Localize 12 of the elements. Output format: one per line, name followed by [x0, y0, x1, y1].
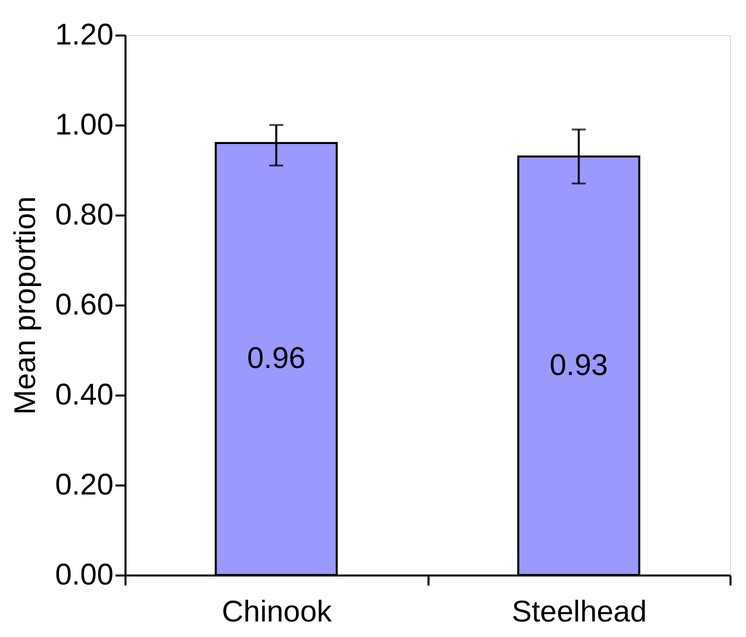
data-label: 0.93	[550, 348, 608, 382]
y-tick-label: 1.20	[55, 18, 114, 52]
x-tick-label: Steelhead	[512, 596, 647, 628]
y-tick-label: 0.20	[55, 468, 114, 502]
y-axis-title: Mean proportion	[9, 196, 42, 415]
data-label: 0.96	[247, 342, 306, 375]
y-tick-label: 1.00	[55, 108, 114, 142]
x-tick-label: Chinook	[222, 596, 333, 628]
y-tick-label: 0.40	[55, 378, 114, 412]
y-tick-label: 0.60	[55, 288, 114, 322]
y-tick-label: 0.80	[55, 198, 114, 232]
y-tick-label: 0.00	[55, 558, 114, 592]
